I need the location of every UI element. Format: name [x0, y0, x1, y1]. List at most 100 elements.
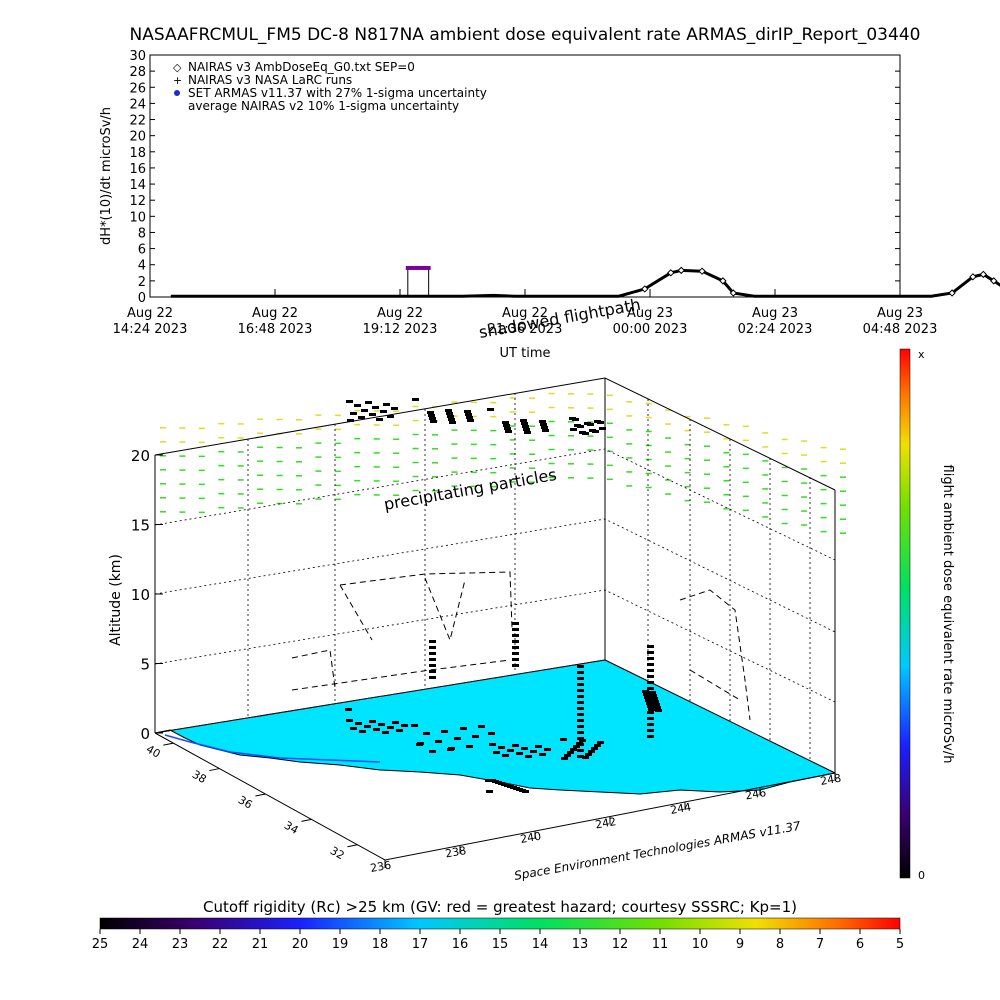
timeseries-x-tick-label-date: Aug 23: [752, 306, 798, 321]
coastline-contour: [164, 734, 381, 763]
storm-shadow-dash: [648, 708, 655, 711]
rigidity-tick-label: 22: [212, 937, 229, 952]
storm-shadow-dash: [502, 754, 509, 757]
vertical-flight-dash: [512, 622, 519, 625]
storm-shadow-dash: [466, 745, 473, 748]
latitude-tick-label: 38: [190, 768, 209, 786]
storm-shadow-dash: [391, 407, 398, 410]
storm-shadow-dash: [396, 729, 403, 732]
precipitating-particles-label: precipitating particles: [382, 465, 558, 514]
storm-shadow-dash: [346, 400, 353, 403]
storm-shadow-dash: [592, 430, 599, 433]
storm-shadow-dash: [521, 747, 528, 750]
timeseries-x-tick-label-time: 00:00 2023: [613, 322, 688, 337]
storm-shadow-dash: [572, 418, 579, 421]
timeseries-x-tick-label-date: Aug 22: [252, 306, 298, 321]
storm-shadow-dash: [588, 750, 595, 753]
rigidity-tick-label: 13: [572, 937, 589, 952]
storm-shadow-dash: [350, 412, 357, 415]
timeseries-y-tick-label: 2: [138, 275, 146, 290]
vertical-flight-dash: [577, 725, 584, 728]
altitude-tick-label: 10: [131, 586, 150, 604]
storm-shadow-dash: [541, 426, 548, 429]
storm-shadow-dash: [655, 709, 662, 712]
latitude-tick: [255, 793, 266, 797]
storm-shadow-dash: [345, 708, 352, 711]
storm-shadow-dash: [361, 409, 368, 412]
ocean-surface: [154, 659, 837, 795]
altitude-tick-label: 20: [131, 447, 150, 465]
storm-shadow-dash: [523, 428, 530, 431]
longitude-tick-label: 238: [444, 844, 467, 860]
longitude-axis-ticks: 236 238 240 242 244 246 248: [369, 772, 842, 875]
storm-shadow-dash: [382, 731, 389, 734]
timeseries-y-tick-label: 26: [129, 81, 146, 96]
timeseries-y-tick-label: 8: [138, 226, 146, 241]
longitude-tick-label: 244: [669, 801, 692, 817]
rigidity-tick-label: 5: [896, 937, 904, 952]
timeseries-series: [170, 265, 1000, 298]
storm-shadow-dash: [498, 746, 505, 749]
timeseries-x-tick-label-date: Aug 23: [877, 306, 923, 321]
vertical-flight-dash: [647, 699, 654, 702]
rigidity-tick-label: 20: [292, 937, 309, 952]
timeseries-y-tick-label: 6: [138, 243, 146, 258]
longitude-tick-label: 246: [744, 786, 767, 802]
dose-colorbar-label: flight ambient dose equivalent rate micr…: [940, 465, 955, 764]
vertical-flight-dash: [512, 634, 519, 637]
timeseries-x-tick-label-time: 16:48 2023: [238, 322, 313, 337]
timeseries-x-axis-label: UT time: [500, 346, 551, 361]
vertical-flight-dash: [577, 737, 584, 740]
nairas-v3-point: [729, 289, 738, 297]
rigidity-tick-label: 14: [532, 937, 549, 952]
flightpath-shadow-curtain: [291, 571, 751, 721]
storm-shadow-dash: [582, 432, 589, 435]
vertical-flight-dash: [512, 640, 519, 643]
storm-shadow-dash: [464, 410, 471, 413]
vertical-flight-dash: [577, 707, 584, 710]
timeseries-y-tick-label: 16: [129, 162, 146, 177]
storm-shadow-dash: [654, 706, 661, 709]
rigidity-tick-label: 8: [776, 937, 784, 952]
nairas-v3-series-line: [170, 268, 1000, 298]
vertical-flight-markers: [429, 622, 654, 758]
rigidity-colorbar-title: Cutoff rigidity (Rc) >25 km (GV: red = g…: [203, 898, 797, 916]
storm-shadow-dash: [651, 697, 658, 700]
storm-shadow-dash: [652, 700, 659, 703]
timeseries-y-axis-label: dH*(10)/dt microSv/h: [99, 107, 114, 245]
storm-shadow-dash: [364, 725, 371, 728]
rigidity-tick-label: 17: [412, 937, 429, 952]
storm-shadow-dash: [472, 735, 479, 738]
storm-shadow-dash: [447, 748, 454, 751]
flightpath-3d-panel: 0 5 10 15 20 Altitude (km) 40 38 36 34 32 236 238…: [108, 295, 846, 883]
timeseries-x-tick-label-time: 02:24 2023: [738, 322, 813, 337]
timeseries-x-tick-label-date: Aug 22: [502, 306, 548, 321]
storm-shadow-dash: [535, 745, 542, 748]
legend-symbol: ◇: [173, 61, 182, 74]
nairas-v3-point: [948, 289, 956, 297]
storm-shadow-dash: [560, 738, 567, 741]
storm-shadow-dash: [478, 725, 485, 728]
vertical-flight-dash: [577, 749, 584, 752]
storm-shadow-dash: [539, 420, 546, 423]
storm-shadow-dash: [411, 724, 418, 727]
timeseries-y-tick-label: 0: [138, 291, 146, 306]
storm-shadow-dash: [524, 431, 531, 434]
timeseries-y-tick-label: 4: [138, 259, 146, 274]
3d-base-edges: [154, 732, 836, 861]
storm-shadow-dash: [365, 401, 372, 404]
storm-shadow-dash: [354, 404, 361, 407]
storm-shadow-dash: [653, 703, 660, 706]
longitude-tick-label: 248: [819, 772, 842, 788]
storm-shadow-dash: [570, 428, 577, 431]
vertical-flight-dash: [429, 676, 436, 679]
legend-entry: NAIRAS v3 NASA LaRC runs: [188, 73, 352, 87]
vertical-flight-dash: [429, 646, 436, 649]
rigidity-tick-label: 10: [692, 937, 709, 952]
storm-shadow-dash: [383, 403, 390, 406]
dose-colorbar-top-label: x: [918, 348, 925, 361]
vertical-flight-dash: [577, 665, 584, 668]
storm-shadow-dash: [428, 414, 435, 417]
storm-shadow-dash: [540, 423, 547, 426]
